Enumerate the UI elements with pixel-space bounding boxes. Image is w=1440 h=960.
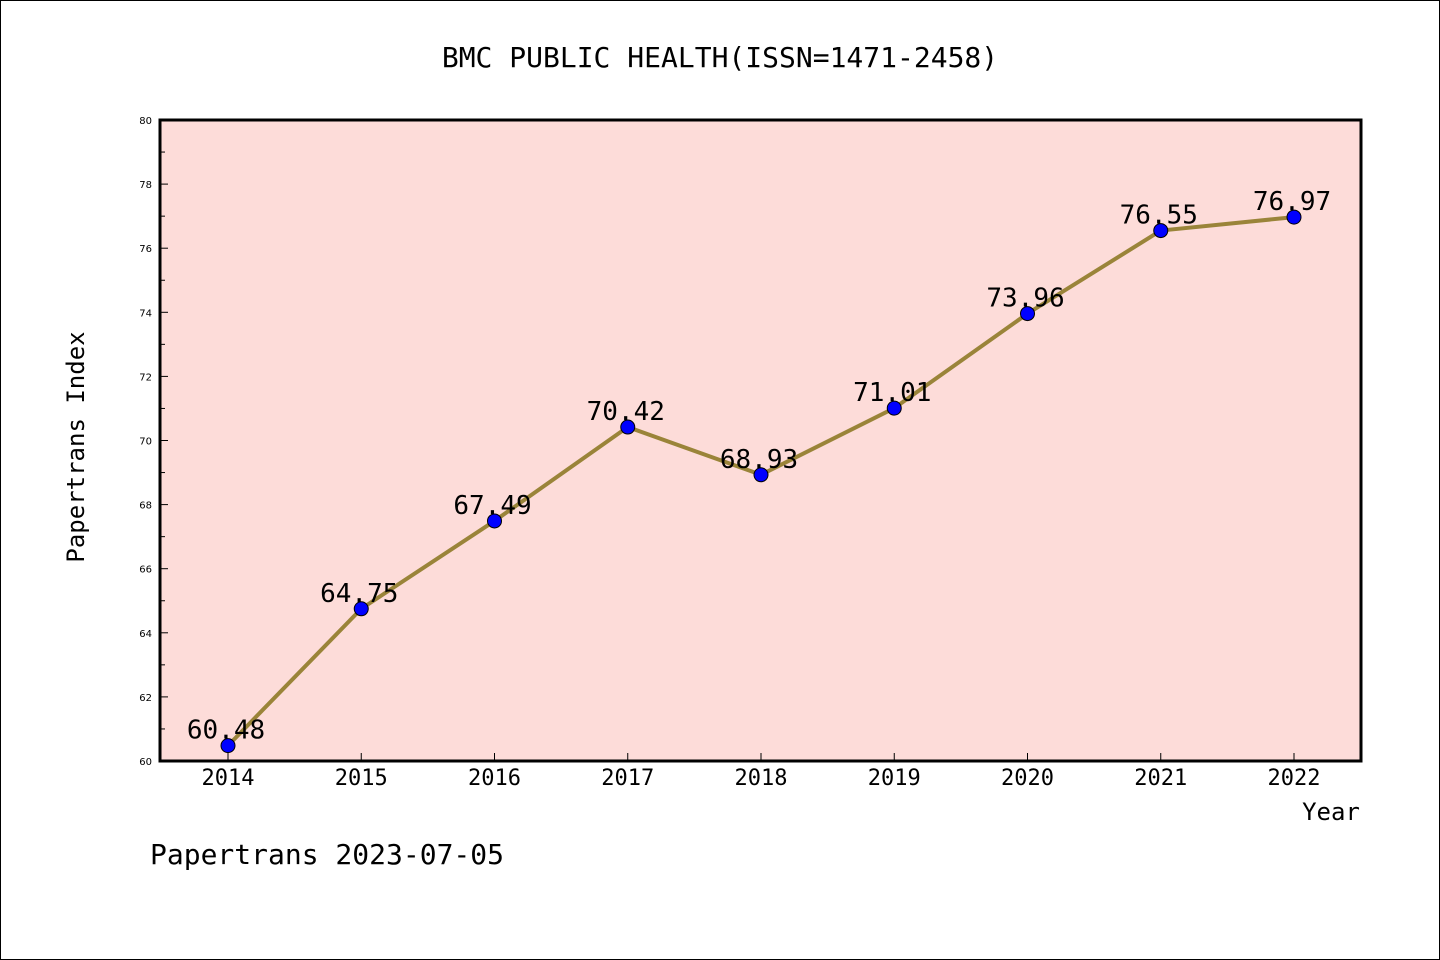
data-point <box>487 513 502 529</box>
x-tick-label: 2016 <box>468 766 521 791</box>
data-label: 67.49 <box>453 491 531 521</box>
x-axis-label: Year <box>1302 798 1360 826</box>
data-point <box>1153 223 1169 239</box>
x-tick-label: 2018 <box>735 766 788 791</box>
x-tick-label: 2015 <box>335 766 388 791</box>
y-tick-label: 80 <box>139 116 152 127</box>
data-label: 76.97 <box>1253 187 1331 217</box>
data-label: 70.42 <box>587 397 665 427</box>
footer-text: Papertrans 2023-07-05 <box>150 838 504 871</box>
y-axis-label: Papertrans Index <box>62 331 90 562</box>
y-tick-label: 68 <box>139 501 152 512</box>
plot-border <box>158 118 1363 763</box>
chart-title: BMC PUBLIC HEALTH(ISSN=1471-2458) <box>442 41 998 74</box>
y-tick-label: 70 <box>139 437 152 448</box>
y-tick-label: 60 <box>139 757 152 768</box>
x-tick-label: 2020 <box>1001 766 1054 791</box>
data-label: 71.01 <box>853 378 931 408</box>
y-tick-label: 72 <box>139 372 152 383</box>
y-tick-label: 76 <box>139 244 152 255</box>
data-labels: 60.48 64.75 67.49 70.42 68.93 71.01 73.96 76.55… <box>187 187 1331 746</box>
x-tick-label: 2021 <box>1134 766 1187 791</box>
data-point <box>353 601 369 617</box>
x-tick-label: 2019 <box>868 766 921 791</box>
x-tick-label: 2017 <box>601 766 654 791</box>
data-point <box>1020 306 1035 322</box>
data-label: 68.93 <box>720 445 798 475</box>
data-label: 76.55 <box>1120 201 1198 231</box>
data-label: 73.96 <box>986 284 1064 314</box>
y-tick-label: 62 <box>139 693 152 704</box>
data-point <box>753 467 769 483</box>
x-tick-label: 2022 <box>1268 766 1321 791</box>
y-tick-label: 66 <box>139 565 152 576</box>
data-point <box>220 738 236 754</box>
x-tick-label: 2014 <box>202 766 255 791</box>
data-point <box>886 400 902 416</box>
data-point <box>620 419 636 435</box>
data-point <box>1286 209 1302 225</box>
data-label: 60.48 <box>187 716 265 746</box>
y-tick-label: 78 <box>139 180 152 191</box>
y-tick-label: 74 <box>139 308 152 319</box>
y-tick-label: 64 <box>139 629 152 640</box>
data-markers <box>220 209 1302 754</box>
data-label: 64.75 <box>320 579 398 609</box>
x-axis: 2014 2015 2016 2017 2018 2019 2020 2021 2022 <box>202 753 1321 791</box>
